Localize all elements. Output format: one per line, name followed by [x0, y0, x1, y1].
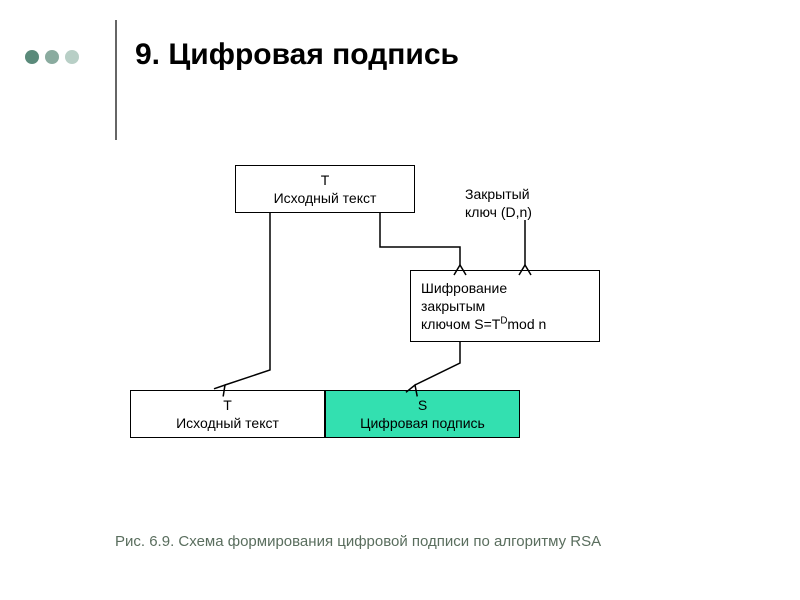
node-source-bottom-line2: Исходный текст	[176, 414, 279, 432]
node-encrypt-line1: Шифрование	[421, 279, 507, 297]
node-signature-line1: S	[418, 396, 427, 414]
figure-caption: Рис. 6.9. Схема формирования цифровой по…	[115, 533, 601, 550]
node-signature-line2: Цифровая подпись	[360, 414, 485, 432]
key-label-line1: Закрытый	[465, 185, 532, 203]
node-source-bottom-line1: T	[223, 396, 232, 414]
key-label-line2: ключ (D,n)	[465, 203, 532, 221]
node-signature: S Цифровая подпись	[325, 390, 520, 438]
node-source-top-line2: Исходный текст	[274, 189, 377, 207]
dot-1	[25, 50, 39, 64]
node-encrypt-line3: ключом S=TDmod n	[421, 315, 546, 333]
node-encrypt-line2: закрытым	[421, 297, 485, 315]
dot-2	[45, 50, 59, 64]
title-container: 9. Цифровая подпись	[115, 20, 459, 140]
key-label: Закрытый ключ (D,n)	[465, 185, 532, 221]
node-encrypt: Шифрование закрытым ключом S=TDmod n	[410, 270, 600, 342]
node-source-top: T Исходный текст	[235, 165, 415, 213]
node-source-top-line1: T	[321, 171, 330, 189]
decorative-dots	[25, 50, 79, 64]
flowchart-diagram: T Исходный текст Закрытый ключ (D,n) Шиф…	[130, 165, 690, 465]
node-source-bottom: T Исходный текст	[130, 390, 325, 438]
slide-title: 9. Цифровая подпись	[135, 38, 459, 72]
dot-3	[65, 50, 79, 64]
